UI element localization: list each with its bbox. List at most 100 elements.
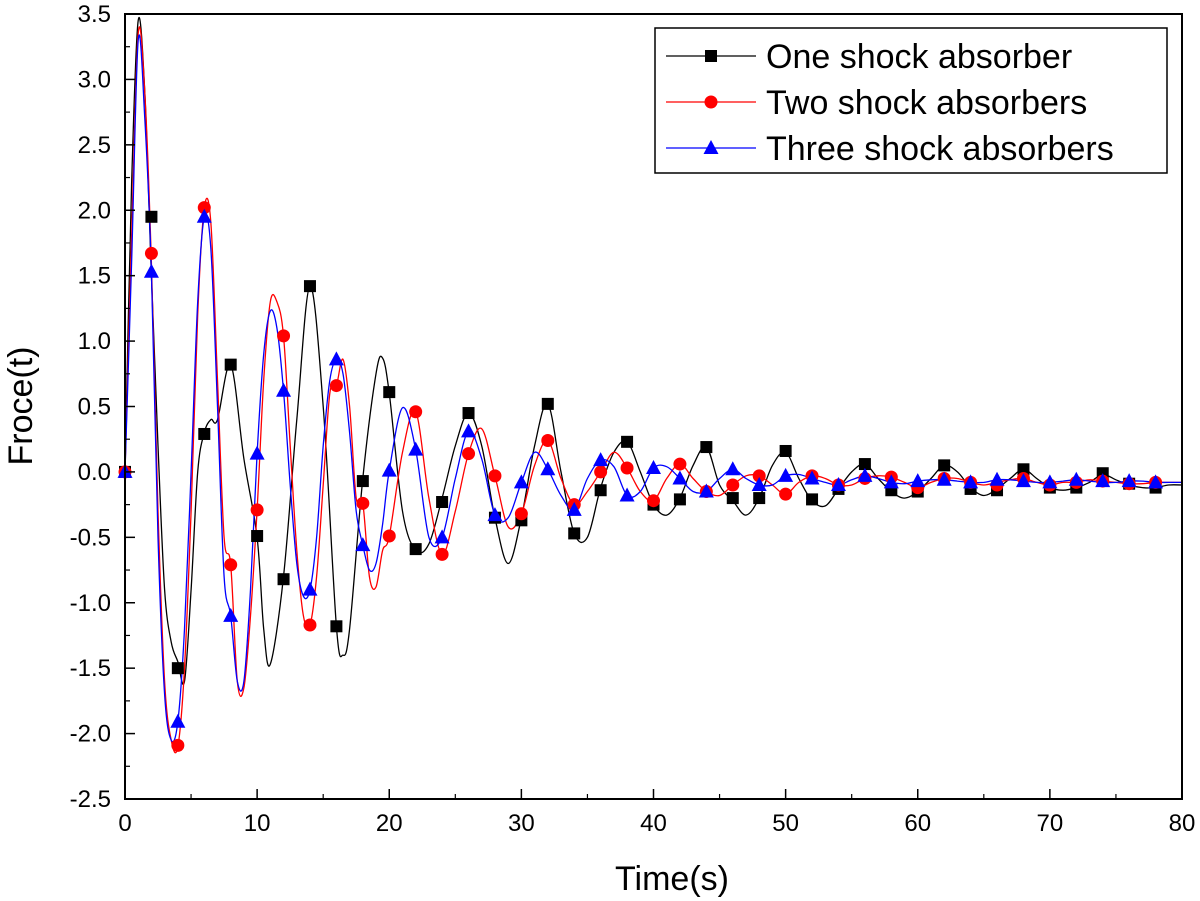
legend-label-3: Three shock absorbers xyxy=(766,130,1114,168)
series-1-point xyxy=(753,492,766,505)
series-1-point xyxy=(251,530,264,543)
series-2-point xyxy=(197,201,211,215)
series-1-point xyxy=(198,427,211,440)
series-1-point xyxy=(806,493,819,506)
series-3-point xyxy=(963,474,979,489)
series-1-point xyxy=(409,543,422,556)
series-3-point xyxy=(1121,473,1137,488)
y-tick-label: 1.0 xyxy=(78,328,111,355)
series-1-point xyxy=(673,493,686,506)
y-tick-label: -2.5 xyxy=(70,786,111,813)
x-tick-label: 20 xyxy=(376,810,403,837)
series-3-point xyxy=(170,713,186,728)
series-2-point xyxy=(409,405,423,419)
series-1-point xyxy=(356,475,369,488)
series-2-point xyxy=(726,478,740,492)
series-2-point xyxy=(382,529,396,543)
series-2-point xyxy=(752,469,766,483)
plot-area xyxy=(117,17,1183,754)
series-3-point xyxy=(143,263,159,278)
series-2-point xyxy=(224,558,238,572)
series-3-point xyxy=(751,477,767,491)
series-2-point xyxy=(435,547,449,561)
series-3-point xyxy=(540,461,556,476)
series-1-point xyxy=(383,386,396,399)
x-tick-label: 30 xyxy=(508,810,535,837)
y-tick-label: 2.5 xyxy=(78,132,111,159)
series-3-point xyxy=(434,529,450,544)
series-3-point xyxy=(328,351,344,366)
series-3-point xyxy=(223,607,239,622)
series-1-point xyxy=(171,662,184,675)
series-1-point xyxy=(726,492,739,505)
series-1-point xyxy=(621,435,634,448)
series-3-point xyxy=(196,208,212,223)
y-tick-label: -1.5 xyxy=(70,655,111,682)
series-3-point xyxy=(698,483,714,498)
series-2-point xyxy=(462,447,476,461)
series-1-point xyxy=(303,280,316,293)
series-3-point xyxy=(302,581,318,596)
series-3-point xyxy=(725,461,741,476)
series-3-point xyxy=(883,474,899,489)
y-tick-label: 1.5 xyxy=(78,263,111,290)
series-1-point xyxy=(568,527,581,540)
series-2-point xyxy=(541,434,555,448)
y-tick-label: 0.0 xyxy=(78,459,111,486)
series-2-point xyxy=(488,469,502,483)
legend-marker-2 xyxy=(704,95,718,109)
legend-label-1: One shock absorber xyxy=(766,38,1072,76)
series-2-point xyxy=(329,379,343,393)
y-tick-label: 3.0 xyxy=(78,66,111,93)
series-3-point xyxy=(276,382,292,397)
series-3-point xyxy=(249,445,265,460)
series-3-point xyxy=(646,459,661,474)
series-1-point xyxy=(436,496,449,509)
series-3-point xyxy=(408,441,424,456)
x-tick-label: 40 xyxy=(640,810,667,837)
series-1-point xyxy=(700,441,713,454)
series-2-point xyxy=(673,457,687,471)
series-1-point xyxy=(541,397,554,410)
series-3-point xyxy=(1148,474,1164,489)
x-axis-title: Time(s) xyxy=(615,860,729,898)
series-3-point xyxy=(1015,473,1031,488)
series-3-point xyxy=(566,501,582,516)
series-3-point xyxy=(910,473,926,488)
series-3-point xyxy=(857,467,873,482)
series-3-point xyxy=(593,452,609,467)
x-tick-label: 0 xyxy=(118,810,131,837)
series-3-point xyxy=(989,471,1005,486)
series-1-point xyxy=(594,484,607,497)
series-1-point xyxy=(779,444,792,457)
x-tick-label: 70 xyxy=(1037,810,1064,837)
legend-marker-1 xyxy=(705,50,717,62)
series-1-point xyxy=(145,210,158,223)
y-tick-label: 0.5 xyxy=(78,394,111,421)
series-2-point xyxy=(779,487,793,501)
series-1-point xyxy=(277,573,290,586)
y-tick-label: 2.0 xyxy=(78,197,111,224)
y-tick-label: 3.5 xyxy=(78,1,111,28)
legend-box xyxy=(654,27,1168,174)
series-3-point xyxy=(804,470,820,485)
series-2-point xyxy=(620,461,634,475)
y-axis-title: Froce(t) xyxy=(2,347,40,466)
series-2-point xyxy=(250,503,264,517)
series-2-point xyxy=(356,496,370,510)
x-tick-label: 80 xyxy=(1169,810,1196,837)
series-2-point xyxy=(171,738,185,752)
x-tick-label: 10 xyxy=(244,810,271,837)
series-3-point xyxy=(936,471,952,486)
legend-label-2: Two shock absorbers xyxy=(766,84,1087,122)
series-3-point xyxy=(381,462,397,477)
series-1-point xyxy=(1017,463,1030,476)
legend: One shock absorber Two shock absorbers Thr… xyxy=(654,27,1168,174)
y-tick-label: -1.0 xyxy=(70,590,111,617)
series-2-point xyxy=(277,329,291,343)
series-1-point xyxy=(462,407,475,420)
y-tick-label: -0.5 xyxy=(70,524,111,551)
y-tick-label: -2.0 xyxy=(70,721,111,748)
